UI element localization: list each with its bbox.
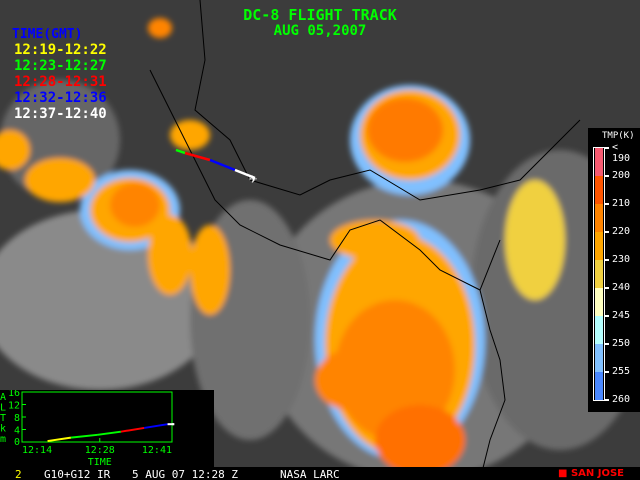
y-tick-label: 4 bbox=[14, 426, 20, 437]
y-tick-label: 12 bbox=[8, 401, 20, 412]
colorbar-tick bbox=[604, 147, 609, 149]
altitude-segment bbox=[97, 430, 122, 436]
colorbar-label: 250 bbox=[612, 338, 631, 349]
aircraft-icon: ✈ bbox=[249, 171, 258, 187]
altitude-segment bbox=[144, 423, 168, 429]
colorbar-label: 220 bbox=[612, 226, 631, 237]
sensor-label: G10+G12 IR bbox=[44, 468, 111, 480]
y-axis-label-char: m bbox=[0, 434, 6, 445]
colorbar-label: 245 bbox=[612, 310, 631, 321]
altitude-segment bbox=[70, 433, 98, 439]
legend-item: 12:37-12:40 bbox=[14, 106, 107, 122]
y-tick-label: 8 bbox=[14, 413, 20, 424]
colorbar-segment bbox=[595, 176, 603, 204]
colorbar-tick bbox=[604, 343, 609, 345]
y-axis-label-char: A bbox=[0, 392, 6, 403]
colorbar-tick bbox=[604, 399, 609, 401]
y-axis-label-char: L bbox=[0, 403, 6, 414]
y-axis-label-char: k bbox=[0, 424, 6, 435]
agency-label: NASA LARC bbox=[280, 468, 340, 480]
colorbar-segment bbox=[595, 288, 603, 316]
location-label: ■ SAN JOSE bbox=[558, 468, 624, 479]
colorbar-label: 210 bbox=[612, 198, 631, 209]
cloud-field bbox=[0, 18, 640, 480]
colorbar-segment bbox=[595, 260, 603, 288]
legend-item: 12:28-12:31 bbox=[14, 74, 107, 90]
legend-title: TIME(GMT) bbox=[12, 27, 83, 42]
timestamp: 5 AUG 07 12:28 Z bbox=[132, 468, 238, 480]
legend-item: 12:19-12:22 bbox=[14, 42, 107, 58]
colorbar-title: TMP(K) bbox=[602, 131, 635, 141]
frame-number: 2 bbox=[15, 468, 22, 480]
x-tick-label: 12:28 bbox=[85, 445, 115, 456]
colorbar-label: 255 bbox=[612, 366, 631, 377]
coastlines bbox=[149, 0, 581, 480]
status-footer: 2 G10+G12 IR 5 AUG 07 12:28 Z NASA LARC … bbox=[0, 467, 640, 480]
colorbar-tick bbox=[604, 315, 609, 317]
colorbar-tick bbox=[604, 175, 609, 177]
location-name: SAN JOSE bbox=[570, 468, 624, 479]
colorbar-segment bbox=[595, 148, 603, 176]
x-tick-label: 12:14 bbox=[22, 445, 52, 456]
colorbar-tick bbox=[604, 203, 609, 205]
y-axis-label-char: T bbox=[0, 413, 6, 424]
x-tick-label: 12:41 bbox=[142, 445, 172, 456]
colorbar-label: 240 bbox=[612, 282, 631, 293]
colorbar-frame bbox=[593, 147, 605, 401]
colorbar-segment bbox=[595, 372, 603, 400]
map-date: AUG 05,2007 bbox=[273, 23, 367, 39]
colorbar-tick bbox=[604, 371, 609, 373]
colorbar-label: < 190 bbox=[612, 142, 631, 164]
colorbar-label: 260 bbox=[612, 394, 631, 405]
map-title: DC-8 FLIGHT TRACK bbox=[243, 6, 397, 24]
colorbar-tick bbox=[604, 259, 609, 261]
legend-item: 12:23-12:27 bbox=[14, 58, 107, 74]
x-axis-label: TIME bbox=[88, 457, 112, 467]
y-tick-label: 16 bbox=[8, 390, 20, 399]
temperature-colorbar: TMP(K) < 190 200 210 220 230 240 245 250 255 260 bbox=[588, 128, 640, 412]
flight-track: ✈ bbox=[175, 148, 258, 187]
colorbar-segment bbox=[595, 316, 603, 344]
colorbar-tick bbox=[604, 231, 609, 233]
colorbar-label: 230 bbox=[612, 254, 631, 265]
colorbar-segment bbox=[595, 232, 603, 260]
colorbar-label: 200 bbox=[612, 170, 631, 181]
legend-item: 12:32-12:36 bbox=[14, 90, 107, 106]
altitude-segment bbox=[120, 426, 145, 433]
altitude-segment bbox=[47, 436, 72, 443]
y-tick-label: 0 bbox=[14, 437, 20, 448]
colorbar-tick bbox=[604, 287, 609, 289]
colorbar-segment bbox=[595, 204, 603, 232]
colorbar-segment bbox=[595, 344, 603, 372]
